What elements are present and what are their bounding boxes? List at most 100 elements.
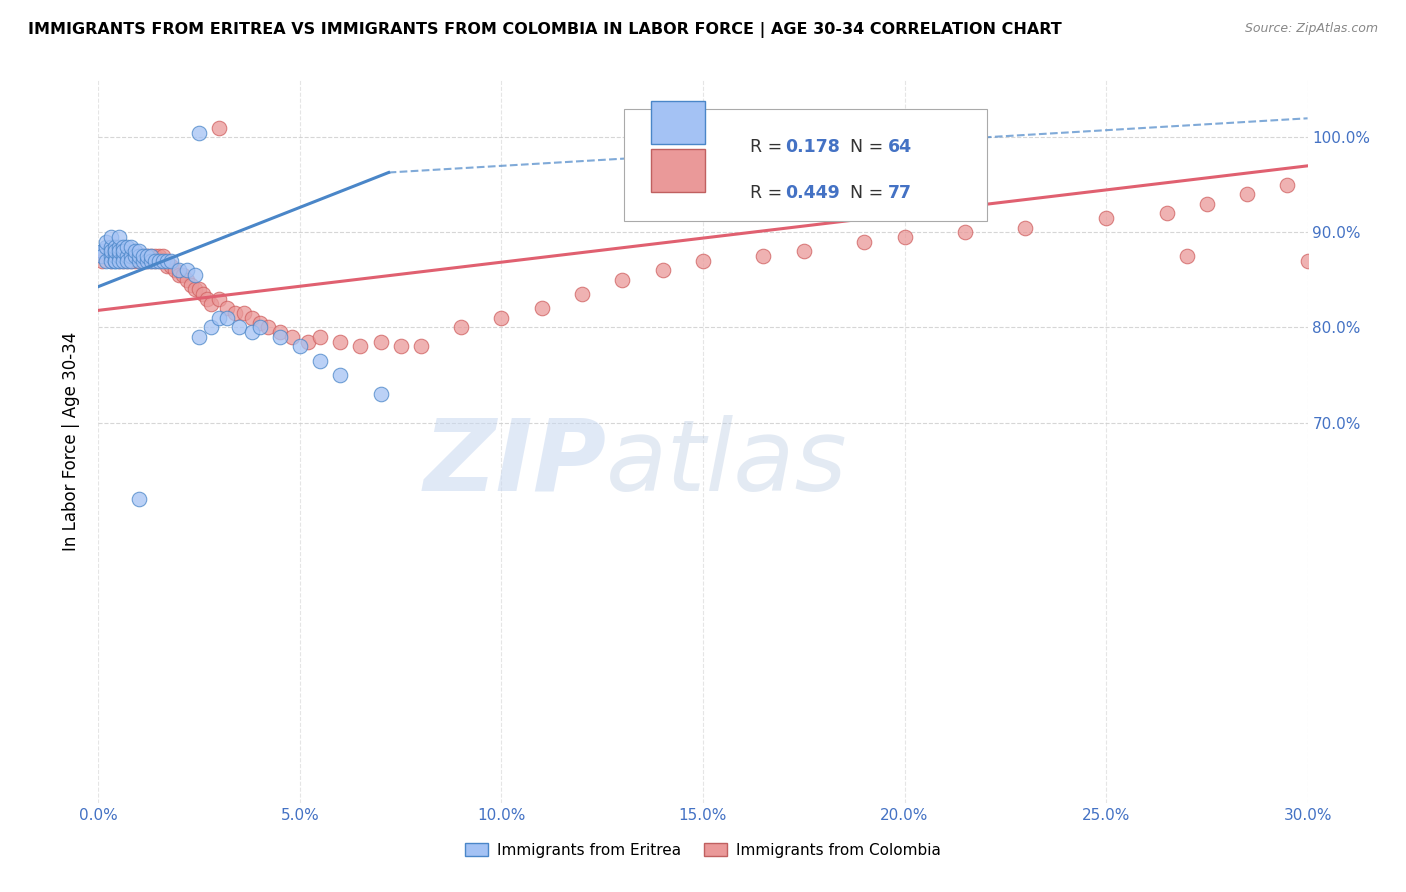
Y-axis label: In Labor Force | Age 30-34: In Labor Force | Age 30-34 xyxy=(62,332,80,551)
Point xyxy=(107,253,129,268)
Point xyxy=(309,353,332,368)
Point xyxy=(91,253,114,268)
Point xyxy=(176,263,198,277)
Point xyxy=(103,244,125,259)
Point xyxy=(240,325,263,339)
Text: IMMIGRANTS FROM ERITREA VS IMMIGRANTS FROM COLOMBIA IN LABOR FORCE | AGE 30-34 C: IMMIGRANTS FROM ERITREA VS IMMIGRANTS FR… xyxy=(28,22,1062,38)
Point xyxy=(143,249,166,263)
Point xyxy=(188,330,211,344)
Point xyxy=(156,259,179,273)
Point xyxy=(128,253,150,268)
Point xyxy=(107,240,129,254)
Point xyxy=(139,249,162,263)
Point xyxy=(224,306,246,320)
Point xyxy=(124,244,146,259)
Point xyxy=(249,320,271,334)
Point xyxy=(200,296,222,310)
Point xyxy=(100,244,122,259)
Point xyxy=(115,240,138,254)
Point xyxy=(107,244,129,259)
Point xyxy=(249,316,271,330)
Point xyxy=(491,310,513,325)
Point xyxy=(1277,178,1299,192)
Point xyxy=(128,249,150,263)
Legend: Immigrants from Eritrea, Immigrants from Colombia: Immigrants from Eritrea, Immigrants from… xyxy=(458,837,948,863)
Point xyxy=(240,310,263,325)
Point xyxy=(115,253,138,268)
Point xyxy=(135,253,157,268)
Text: 77: 77 xyxy=(887,184,911,202)
Point xyxy=(96,253,118,268)
Point xyxy=(100,230,122,244)
Point xyxy=(167,268,190,282)
Point xyxy=(103,249,125,263)
Point xyxy=(103,253,125,268)
Point xyxy=(115,249,138,263)
Point xyxy=(100,249,122,263)
Point xyxy=(1195,197,1218,211)
Point xyxy=(853,235,876,249)
Point xyxy=(1296,253,1319,268)
Point xyxy=(124,253,146,268)
Text: 64: 64 xyxy=(887,138,912,156)
Point xyxy=(184,282,207,296)
Point xyxy=(612,273,634,287)
Point xyxy=(132,249,155,263)
Point xyxy=(752,249,775,263)
Point xyxy=(91,249,114,263)
Point xyxy=(172,268,194,282)
Point xyxy=(370,334,392,349)
Point xyxy=(132,253,155,268)
Text: 0.449: 0.449 xyxy=(785,184,839,202)
Point xyxy=(195,292,218,306)
Point xyxy=(132,249,155,263)
Point xyxy=(120,249,142,263)
Point xyxy=(228,320,250,334)
Point xyxy=(135,249,157,263)
Text: ZIP: ZIP xyxy=(423,415,606,512)
Point xyxy=(139,249,162,263)
Point xyxy=(128,253,150,268)
Point xyxy=(160,253,183,268)
Point xyxy=(530,301,553,316)
Point xyxy=(160,259,183,273)
Point xyxy=(217,301,239,316)
Point xyxy=(297,334,319,349)
Point xyxy=(139,253,162,268)
Point xyxy=(188,282,211,296)
Text: atlas: atlas xyxy=(606,415,848,512)
Text: Source: ZipAtlas.com: Source: ZipAtlas.com xyxy=(1244,22,1378,36)
Point xyxy=(1236,187,1258,202)
Point xyxy=(91,244,114,259)
Point xyxy=(370,387,392,401)
Point xyxy=(100,240,122,254)
Point xyxy=(152,249,174,263)
Point xyxy=(103,249,125,263)
Point xyxy=(143,253,166,268)
Point xyxy=(184,268,207,282)
Point xyxy=(124,249,146,263)
Point xyxy=(120,240,142,254)
Point xyxy=(349,339,371,353)
Point xyxy=(148,249,170,263)
Point xyxy=(329,334,352,349)
Point xyxy=(176,273,198,287)
Point xyxy=(103,240,125,254)
FancyBboxPatch shape xyxy=(651,101,706,144)
Point xyxy=(651,263,673,277)
Point xyxy=(124,249,146,263)
Point xyxy=(107,249,129,263)
Point xyxy=(100,253,122,268)
Point xyxy=(329,368,352,382)
Point xyxy=(309,330,332,344)
Text: R =: R = xyxy=(749,184,787,202)
Point xyxy=(232,306,254,320)
Point xyxy=(152,253,174,268)
Point xyxy=(208,310,231,325)
Point xyxy=(163,263,186,277)
Point xyxy=(450,320,472,334)
Text: N =: N = xyxy=(838,138,889,156)
Point xyxy=(128,249,150,263)
Point xyxy=(1156,206,1178,220)
Point xyxy=(135,253,157,268)
